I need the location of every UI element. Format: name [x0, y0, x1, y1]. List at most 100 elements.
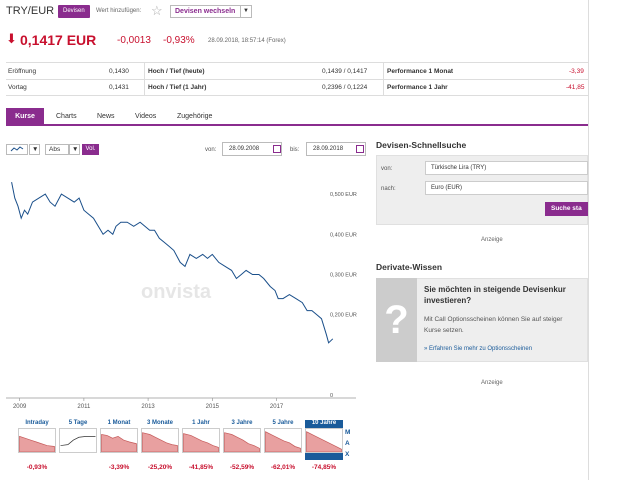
question-icon: ? — [376, 278, 417, 362]
max-label-m[interactable]: M — [345, 429, 351, 436]
price-currency: EUR — [66, 32, 97, 48]
search-to-label: nach: — [381, 186, 396, 192]
period-box[interactable]: 3 Monate — [141, 420, 179, 460]
period-label: 5 Tage — [68, 420, 88, 426]
period-sparkline — [182, 428, 220, 453]
to-date-input[interactable]: 28.09.2018 — [306, 142, 366, 156]
period-label: 1 Monat — [107, 420, 131, 426]
stat-value-perf-year: -41,85 — [566, 84, 585, 91]
column-divider — [144, 63, 145, 95]
period-sparkline — [59, 428, 97, 453]
chart-type-select[interactable] — [6, 144, 28, 155]
period-value: -62,01% — [270, 464, 296, 471]
sparkline-path — [101, 434, 137, 453]
y-tick-label: 0,400 EUR — [330, 232, 357, 238]
ad-label: Anzeige — [481, 380, 503, 386]
period-box[interactable]: 1 Jahr — [182, 420, 220, 460]
calendar-icon[interactable] — [273, 145, 281, 153]
x-tick-label: 2015 — [206, 404, 220, 410]
column-divider — [383, 63, 384, 95]
from-date-label: von: — [205, 147, 217, 153]
period-box[interactable]: 5 Jahre — [264, 420, 302, 460]
chevron-down-icon: ▼ — [72, 146, 79, 153]
derivate-title: Derivate-Wissen — [376, 262, 443, 272]
period-value: -0,93% — [26, 464, 48, 471]
y-tick-label: 0,300 EUR — [330, 272, 357, 278]
chevron-down-icon: ▼ — [240, 6, 251, 17]
stat-value-perf-month: -3,39 — [569, 68, 584, 75]
asset-class-badge: Devisen — [58, 5, 90, 18]
stat-label-prev: Vortag — [8, 84, 27, 91]
arrow-down-icon: ⬇ — [6, 31, 17, 46]
max-label-a[interactable]: A — [345, 440, 350, 447]
tab-bar: Kurse Charts News Videos Zugehörige — [6, 108, 588, 126]
stats-table: Eröffnung 0,1430 Hoch / Tief (heute) 0,1… — [6, 62, 588, 96]
tab-charts[interactable]: Charts — [56, 113, 77, 120]
period-box[interactable]: 10 Jahre — [305, 420, 343, 460]
derivate-body-1: Mit Call Optionsscheinen können Sie auf … — [424, 316, 563, 323]
line-chart-icon — [10, 146, 24, 152]
period-value: -74,85% — [311, 464, 337, 471]
max-label-x[interactable]: X — [345, 451, 350, 458]
from-date-input[interactable]: 28.09.2008 — [222, 142, 282, 156]
scale-label: Abs — [49, 146, 61, 153]
period-sparkline — [305, 428, 343, 453]
scale-select[interactable]: Abs — [45, 144, 69, 155]
currency-switch-label: Devisen wechseln — [175, 8, 236, 15]
x-tick-label: 2011 — [77, 404, 91, 410]
y-tick-label: 0,200 EUR — [330, 313, 357, 319]
row-divider — [6, 79, 588, 80]
chart-type-dropdown[interactable]: ▼ — [29, 144, 40, 155]
stat-value-prev: 0,1431 — [109, 84, 129, 91]
sparkline-path — [265, 431, 301, 453]
period-box[interactable]: Intraday — [18, 420, 56, 460]
derivate-headline-2: investieren? — [424, 296, 472, 305]
ad-label: Anzeige — [481, 237, 503, 243]
quote-timestamp: 28.09.2018, 18:57:14 (Forex) — [208, 38, 286, 44]
period-box[interactable]: 1 Monat — [100, 420, 138, 460]
tab-kurse[interactable]: Kurse — [6, 108, 44, 126]
period-value: -52,59% — [229, 464, 255, 471]
star-icon[interactable]: ☆ — [151, 3, 163, 18]
sparkline-path — [142, 432, 178, 453]
price-number: 0,1417 — [20, 32, 63, 48]
search-to-field[interactable]: Euro (EUR) — [425, 181, 588, 195]
stat-value-open: 0,1430 — [109, 68, 129, 75]
period-sparkline — [264, 428, 302, 453]
page-edge-divider — [588, 0, 589, 480]
derivate-learn-more-link[interactable]: » Erfahren Sie mehr zu Optionsscheinen — [424, 346, 533, 352]
scale-dropdown[interactable]: ▼ — [69, 144, 80, 155]
period-box[interactable]: 5 Tage — [59, 420, 97, 460]
volume-toggle-button[interactable]: Vol. — [82, 144, 99, 155]
sparkline-path — [224, 432, 260, 453]
tab-news[interactable]: News — [97, 113, 115, 120]
add-watchlist-label: Wert hinzufügen: — [96, 8, 142, 14]
quick-search-title: Devisen-Schnellsuche — [376, 140, 467, 150]
derivate-headline-1: Sie möchten in steigende Devisenkur — [424, 285, 566, 294]
y-tick-label: 0 — [330, 393, 333, 399]
x-tick-label: 2013 — [141, 404, 155, 410]
period-label: 1 Jahr — [192, 420, 210, 426]
period-sparkline — [141, 428, 179, 453]
search-from-label: von: — [381, 166, 393, 172]
calendar-icon[interactable] — [356, 145, 364, 153]
stat-value-highlow-today: 0,1439 / 0,1417 — [322, 68, 368, 75]
tab-zugehoerige[interactable]: Zugehörige — [177, 113, 213, 120]
stat-label-highlow-today: Hoch / Tief (heute) — [148, 68, 205, 75]
period-sparkline — [18, 428, 56, 453]
period-label: 3 Monate — [146, 420, 173, 426]
currency-switch-dropdown[interactable]: Devisen wechseln ▼ — [170, 5, 252, 18]
search-start-button[interactable]: Suche sta — [545, 202, 588, 216]
stat-label-open: Eröffnung — [8, 68, 37, 75]
period-box[interactable]: 3 Jahre — [223, 420, 261, 460]
y-tick-label: 0,500 EUR — [330, 192, 357, 198]
search-from-field[interactable]: Türkische Lira (TRY) — [425, 161, 588, 175]
period-label: 10 Jahre — [311, 420, 337, 426]
price-line-chart[interactable]: onvista 0,500 EUR 0,400 EUR 0,300 EUR 0,200… — [6, 170, 366, 415]
period-sparkline — [100, 428, 138, 453]
stat-label-perf-year: Performance 1 Jahr — [387, 84, 448, 91]
sparkline-path — [19, 435, 55, 453]
derivate-body-2: Kurse setzen. — [424, 327, 464, 334]
tab-videos[interactable]: Videos — [135, 113, 157, 120]
price-value: 0,1417 EUR — [20, 32, 96, 48]
